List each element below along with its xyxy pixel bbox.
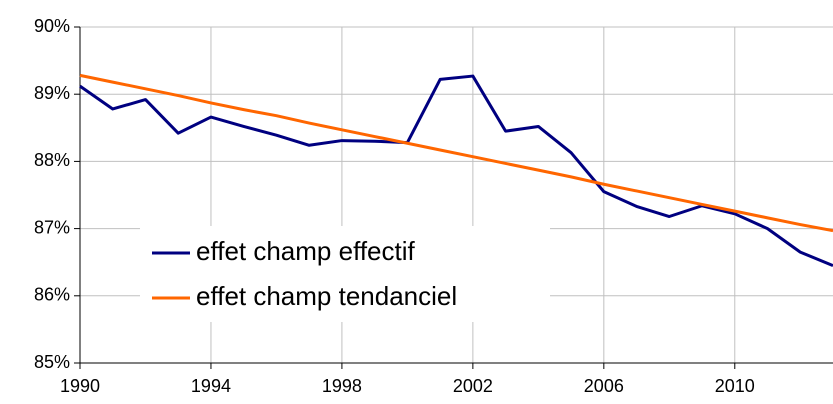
- x-tick-label: 1998: [322, 376, 362, 396]
- y-tick-label: 85%: [34, 352, 70, 372]
- y-tick-label: 90%: [34, 16, 70, 36]
- x-tick-label: 2006: [584, 376, 624, 396]
- legend-box: [140, 226, 550, 322]
- x-tick-label: 1994: [191, 376, 231, 396]
- legend-label: effet champ effectif: [196, 236, 416, 266]
- legend-label: effet champ tendanciel: [196, 281, 457, 311]
- y-tick-label: 86%: [34, 285, 70, 305]
- y-tick-label: 88%: [34, 150, 70, 170]
- x-tick-label: 2002: [453, 376, 493, 396]
- series-line: [79, 73, 833, 233]
- series-line: [79, 74, 833, 267]
- legend: effet champ effectif effet champ tendanci…: [140, 226, 550, 322]
- y-tick-label: 89%: [34, 83, 70, 103]
- x-tick-label: 2010: [715, 376, 755, 396]
- x-tick-label: 1990: [60, 376, 100, 396]
- y-tick-label: 87%: [34, 217, 70, 237]
